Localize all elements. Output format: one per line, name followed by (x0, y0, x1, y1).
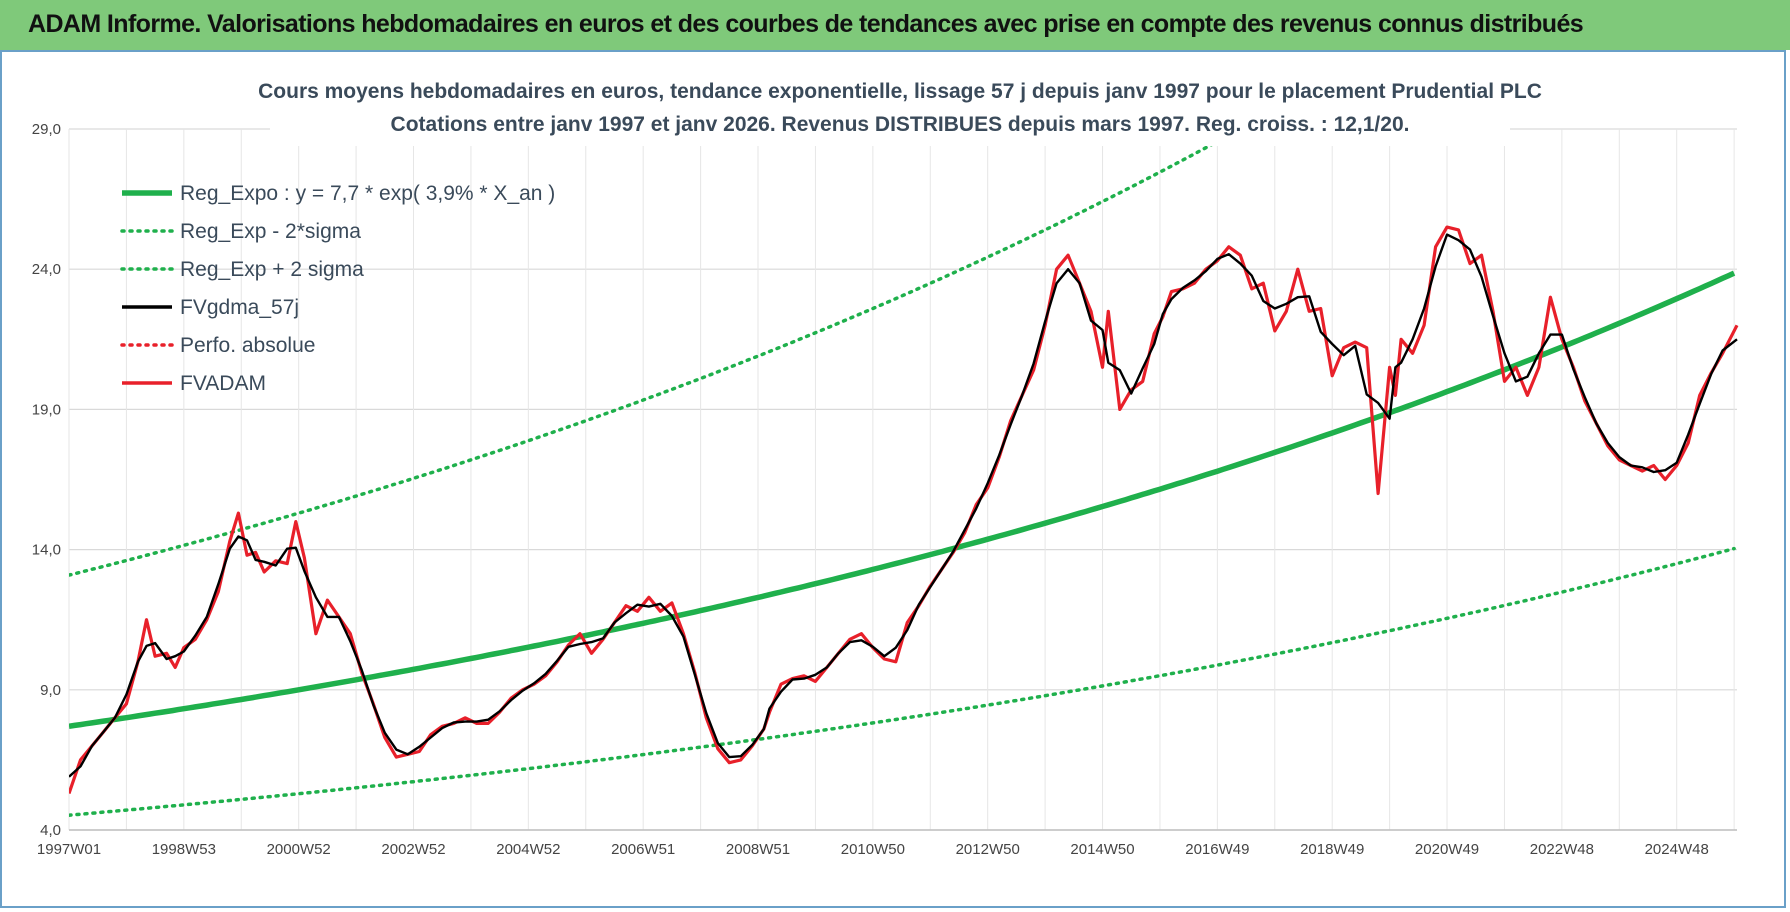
x-tick-label: 2022W48 (1530, 841, 1594, 858)
x-tick-label: 1998W53 (152, 841, 216, 858)
x-tick-label: 2012W50 (956, 841, 1020, 858)
report-title: ADAM Informe. Valorisations hebdomadaire… (28, 10, 1584, 38)
x-tick-label: 2016W49 (1185, 841, 1249, 858)
x-tick-label: 2004W52 (496, 841, 560, 858)
y-tick-label: 29,0 (32, 121, 61, 138)
legend-fvgdma-label: FVgdma_57j (180, 296, 299, 319)
reg-exp-plus-2sigma-line (69, 89, 1315, 577)
x-tick-label: 2018W49 (1300, 841, 1364, 858)
legend-reg-expo-label: Reg_Expo : y = 7,7 * exp( 3,9% * X_an ) (180, 182, 555, 205)
reg-expo-line (69, 270, 1736, 730)
y-tick-label: 14,0 (32, 542, 61, 559)
fvadam-line (69, 225, 1739, 795)
x-axis-tick-labels: 1997W01 1998W53 2000W52 2002W52 2004W52 2006W… (37, 841, 1709, 858)
chart-legend: Reg_Expo : y = 7,7 * exp( 3,9% * X_an ) R… (120, 182, 555, 395)
x-tick-label: 2000W52 (267, 841, 331, 858)
x-tick-label: 2008W51 (726, 841, 790, 858)
legend-reg-exp-minus-label: Reg_Exp - 2*sigma (180, 220, 361, 243)
x-tick-label: 2014W50 (1070, 841, 1134, 858)
y-tick-label: 4,0 (40, 822, 61, 839)
chart-subtitle: Cotations entre janv 1997 et janv 2026. … (391, 113, 1410, 136)
fvgdma-57j-line (69, 233, 1738, 778)
legend-reg-exp-plus-label: Reg_Exp + 2 sigma (180, 258, 364, 281)
plot-series (69, 89, 1739, 817)
title-background (270, 72, 1510, 146)
reg-exp-minus-2sigma-line (69, 546, 1736, 817)
x-tick-label: 2006W51 (611, 841, 675, 858)
x-tick-label: 2002W52 (381, 841, 445, 858)
y-axis-tick-labels: 4,0 9,0 14,0 19,0 24,0 29,0 (32, 121, 61, 839)
x-tick-label: 1997W01 (37, 841, 101, 858)
chart-title: Cours moyens hebdomadaires en euros, ten… (258, 80, 1542, 103)
y-tick-label: 24,0 (32, 261, 61, 278)
legend-perfo-absolue-label: Perfo. absolue (180, 334, 315, 357)
y-tick-label: 19,0 (32, 401, 61, 418)
chart-frame (0, 50, 1786, 908)
legend-fvadam-label: FVADAM (180, 372, 266, 395)
x-tick-label: 2024W48 (1645, 841, 1709, 858)
report-header: ADAM Informe. Valorisations hebdomadaire… (0, 0, 1790, 50)
x-tick-label: 2020W49 (1415, 841, 1479, 858)
x-tick-label: 2010W50 (841, 841, 905, 858)
y-tick-label: 9,0 (40, 682, 61, 699)
